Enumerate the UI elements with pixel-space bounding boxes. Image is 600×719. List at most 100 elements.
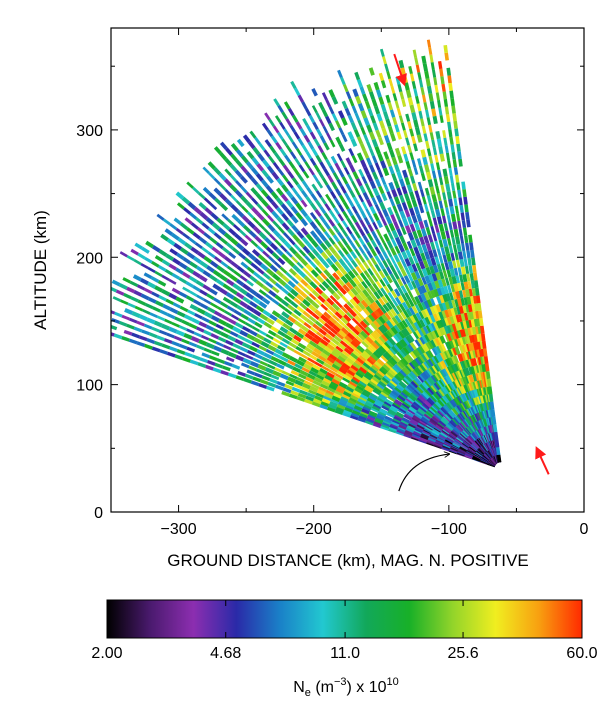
ne-cell (219, 301, 229, 309)
ne-cell (424, 316, 431, 326)
ne-cell (357, 323, 365, 331)
ne-cell (413, 166, 419, 175)
ne-cell (384, 63, 389, 72)
ne-cell (387, 310, 395, 319)
ne-cell (320, 401, 330, 407)
ne-cell (277, 359, 287, 367)
ne-cell (285, 190, 294, 199)
ne-cell (431, 170, 437, 179)
ne-cell (374, 237, 382, 246)
ne-cell (326, 319, 335, 328)
ne-cell (361, 375, 371, 383)
ne-cell (280, 193, 289, 203)
ne-cell (357, 332, 366, 341)
ne-cell (237, 370, 246, 377)
ne-cell (320, 303, 329, 311)
ne-cell (465, 304, 470, 313)
ne-cell (445, 230, 450, 239)
ne-cell (400, 67, 407, 76)
ne-cell (288, 327, 298, 335)
ne-cell (390, 326, 399, 335)
ne-cell (274, 333, 284, 341)
ne-cell (307, 251, 316, 260)
ne-cell (362, 93, 369, 102)
ne-cell (461, 243, 466, 252)
ne-cell (405, 410, 414, 418)
ne-cell (350, 214, 358, 224)
ne-cell (430, 394, 439, 403)
ne-cell (454, 338, 461, 347)
ne-cell (414, 237, 421, 247)
ne-cell (250, 239, 259, 248)
ne-cell (392, 116, 398, 126)
ne-cell (392, 416, 402, 424)
ne-cell (261, 356, 271, 363)
ne-cell (440, 262, 446, 271)
ne-cell (276, 216, 285, 225)
ne-cell (448, 356, 456, 365)
ne-cell (404, 429, 414, 436)
ne-cell (472, 295, 478, 304)
ne-cell (407, 290, 414, 299)
ne-cell (405, 397, 414, 405)
ne-cell (341, 295, 349, 304)
ne-cell (337, 319, 346, 327)
ne-cell (333, 251, 342, 261)
ne-cell (480, 356, 485, 365)
ne-cell (195, 265, 205, 274)
ne-cell (290, 288, 299, 297)
ne-cell (286, 180, 294, 189)
ne-cell (366, 259, 374, 268)
ne-cell (268, 118, 276, 127)
ne-cell (386, 411, 395, 419)
ne-cell (459, 235, 465, 244)
ne-cell (415, 95, 420, 104)
ne-cell (375, 89, 382, 98)
ne-cell (348, 354, 357, 362)
ne-cell (419, 405, 428, 413)
ne-cell (111, 324, 118, 331)
ne-cell (284, 383, 293, 390)
ne-cell (293, 131, 301, 140)
ne-cell (420, 403, 429, 412)
ne-cell (337, 110, 345, 119)
ne-cell (162, 218, 171, 226)
ne-cell (256, 348, 265, 356)
ne-cell (386, 348, 395, 358)
ne-cell (147, 281, 157, 289)
ne-cell (242, 270, 252, 279)
ne-cell (357, 119, 364, 128)
ne-cell (267, 344, 277, 352)
ne-cell (354, 112, 361, 121)
ne-cell (393, 271, 400, 280)
ne-cell (413, 400, 422, 408)
ne-cell (481, 402, 487, 412)
ne-cell (143, 272, 153, 280)
ne-cell (265, 246, 274, 255)
ne-cell (336, 332, 345, 340)
ne-cell (199, 302, 209, 310)
colorbar-tick-label: 25.6 (447, 645, 478, 662)
ne-cell (467, 257, 472, 266)
ne-cell (381, 217, 388, 227)
ne-cell (190, 246, 200, 255)
ne-cell (321, 108, 329, 118)
ne-cell (295, 211, 304, 221)
ne-cell (414, 339, 422, 348)
ne-cell (217, 318, 227, 326)
ne-cell (397, 286, 404, 295)
ne-cell (211, 222, 221, 231)
ne-cell (449, 399, 457, 408)
ne-cell (474, 303, 479, 312)
ne-cell (344, 273, 353, 282)
ne-cell (342, 210, 349, 219)
ne-cell (370, 265, 378, 274)
ne-cell (265, 185, 274, 194)
ne-cell (323, 311, 332, 320)
ne-cell (486, 378, 492, 387)
ne-cell (249, 345, 258, 353)
ne-cell (358, 366, 368, 374)
ne-cell (308, 293, 317, 301)
ne-cell (297, 392, 307, 399)
ne-cell (466, 219, 471, 228)
